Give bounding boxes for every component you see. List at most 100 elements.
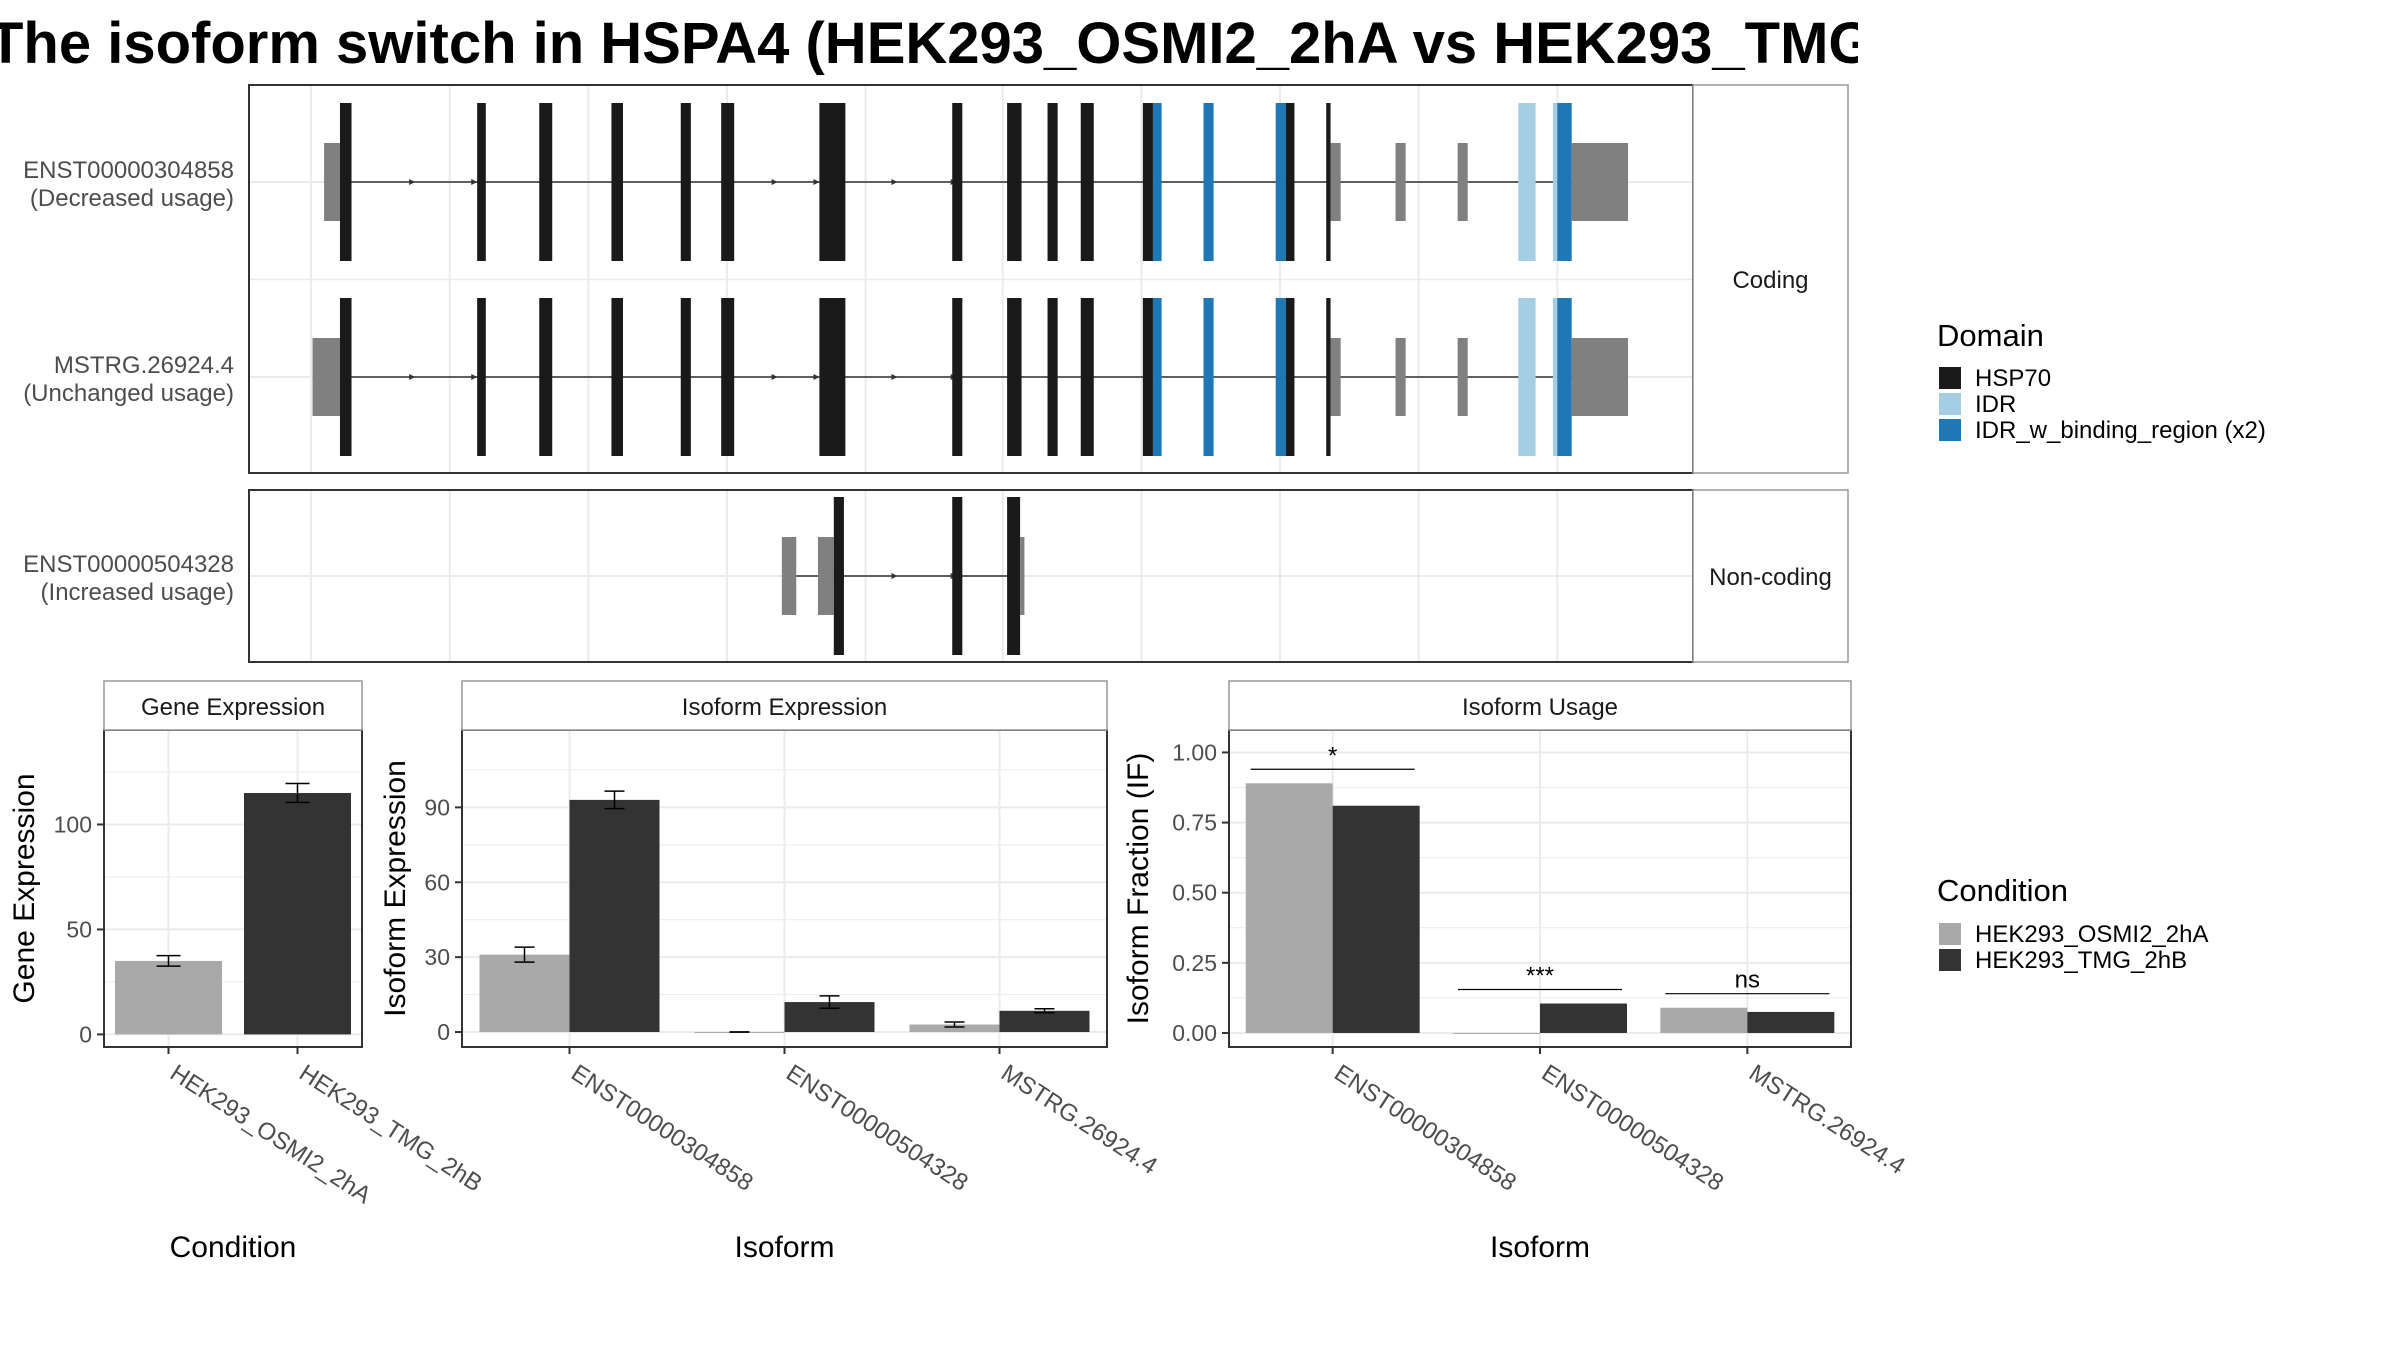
legend-title-condition: Condition — [1937, 873, 2068, 908]
strand-arrow — [771, 179, 778, 185]
exon-HSP70 — [819, 298, 846, 456]
exon-utr — [1395, 338, 1406, 416]
strip-background — [1692, 84, 1849, 474]
exon-IDR_w_binding_region — [1275, 103, 1286, 261]
panel-title: Gene Expression — [141, 694, 325, 721]
exon-IDR — [1552, 103, 1558, 261]
bar — [1747, 1011, 1835, 1033]
exon-IDR — [1518, 103, 1536, 261]
legend-swatch — [1939, 393, 1961, 415]
exon-IDR_w_binding_region — [1152, 103, 1162, 261]
legend-swatch — [1939, 923, 1961, 945]
exon-utr — [312, 338, 340, 416]
y-tick-label: 60 — [424, 869, 450, 895]
strip-background — [1228, 680, 1852, 731]
strip-background — [103, 680, 363, 731]
strip-label: Coding — [1732, 267, 1808, 294]
significance-label: *** — [1526, 962, 1554, 989]
bar — [1453, 1032, 1540, 1034]
exon-utr — [1457, 338, 1468, 416]
exon-HSP70 — [1285, 103, 1295, 261]
exon-HSP70 — [833, 497, 844, 655]
bar — [1660, 1007, 1748, 1033]
y-tick-label: 0 — [437, 1019, 450, 1045]
exon-IDR — [1552, 298, 1558, 456]
exon-utr — [1457, 143, 1468, 221]
strand-arrow — [409, 374, 416, 380]
strip-background — [461, 680, 1108, 731]
exon-HSP70 — [477, 103, 486, 261]
exon-HSP70 — [680, 298, 691, 456]
transcript-usage: (Decreased usage) — [30, 185, 234, 212]
x-tick-label: MSTRG.26924.4 — [996, 1059, 1162, 1180]
strip-label: Non-coding — [1709, 564, 1832, 591]
y-axis-title: Gene Expression — [8, 773, 41, 1003]
strand-arrow — [471, 374, 478, 380]
panel-title: Isoform Expression — [682, 694, 887, 721]
strand-arrow — [813, 179, 820, 185]
exon-IDR — [1518, 298, 1536, 456]
bar — [1540, 1003, 1627, 1033]
exon-HSP70 — [952, 103, 963, 261]
exon-utr — [1571, 338, 1629, 416]
exon-IDR_w_binding_region — [1203, 103, 1214, 261]
x-tick-label: ENST00000504328 — [781, 1059, 973, 1196]
strand-arrow — [891, 573, 898, 579]
exon-HSP70 — [611, 298, 623, 456]
exon-HSP70 — [1080, 103, 1094, 261]
x-axis-title: Condition — [170, 1231, 297, 1264]
exon-IDR_w_binding_region — [1557, 103, 1572, 261]
legend-label: HSP70 — [1975, 365, 2051, 392]
exon-HSP70 — [1142, 103, 1153, 261]
y-tick-label: 1.00 — [1172, 739, 1217, 765]
y-tick-label: 0.25 — [1172, 950, 1217, 976]
exon-HSP70 — [1326, 298, 1331, 456]
exon-HSP70 — [1142, 298, 1153, 456]
bar — [244, 792, 351, 1035]
exon-utr — [1571, 143, 1629, 221]
bar — [1332, 805, 1420, 1033]
y-axis-title: Isoform Expression — [379, 760, 412, 1017]
exon-IDR_w_binding_region — [1557, 298, 1572, 456]
exon-HSP70 — [477, 298, 486, 456]
exon-HSP70 — [952, 298, 963, 456]
y-tick-label: 50 — [66, 916, 92, 942]
panel-title: Isoform Usage — [1462, 694, 1618, 721]
bar — [479, 954, 570, 1033]
y-axis-title: Isoform Fraction (IF) — [1122, 753, 1155, 1025]
bar — [569, 799, 660, 1033]
transcript-usage: (Unchanged usage) — [23, 380, 234, 407]
legend-swatch — [1939, 419, 1961, 441]
exon-IDR_w_binding_region — [1275, 298, 1286, 456]
x-tick-label: MSTRG.26924.4 — [1744, 1059, 1910, 1180]
legend-swatch — [1939, 367, 1961, 389]
exon-HSP70 — [819, 103, 846, 261]
y-tick-label: 0.50 — [1172, 880, 1217, 906]
x-axis-title: Isoform — [734, 1231, 834, 1264]
exon-utr — [817, 537, 834, 615]
y-tick-label: 0.00 — [1172, 1020, 1217, 1046]
exon-HSP70 — [1007, 497, 1021, 655]
significance-label: ns — [1735, 967, 1760, 994]
bar — [1245, 783, 1333, 1033]
strand-arrow — [409, 179, 416, 185]
exon-utr — [1020, 537, 1025, 615]
bar — [999, 1010, 1090, 1033]
y-tick-label: 100 — [54, 811, 92, 837]
legend-label: IDR — [1975, 391, 2016, 418]
y-tick-label: 0 — [79, 1021, 92, 1047]
exon-utr — [1330, 338, 1341, 416]
exon-HSP70 — [952, 497, 963, 655]
y-tick-label: 90 — [424, 794, 450, 820]
exon-utr — [781, 537, 797, 615]
significance-label: * — [1328, 742, 1337, 769]
exon-utr — [324, 143, 340, 221]
exon-HSP70 — [1047, 298, 1058, 456]
legend-label: HEK293_TMG_2hB — [1975, 947, 2187, 974]
strand-arrow — [771, 374, 778, 380]
exon-IDR_w_binding_region — [1203, 298, 1214, 456]
legend-title-domain: Domain — [1937, 318, 2044, 353]
x-axis-title: Isoform — [1490, 1231, 1590, 1264]
exon-HSP70 — [1285, 298, 1295, 456]
